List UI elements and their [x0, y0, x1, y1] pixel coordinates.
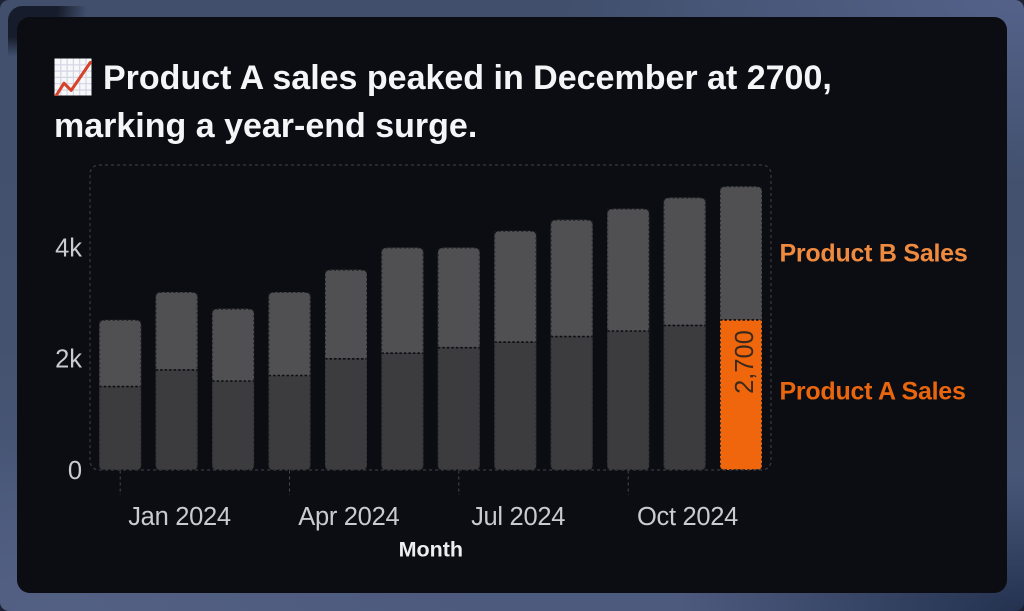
svg-text:Product A Sales: Product A Sales — [780, 377, 966, 405]
svg-text:0: 0 — [68, 457, 82, 485]
svg-text:2k: 2k — [55, 346, 82, 374]
svg-text:2,700: 2,700 — [731, 330, 759, 394]
svg-text:Product B Sales: Product B Sales — [780, 240, 968, 268]
svg-text:Jul 2024: Jul 2024 — [471, 503, 565, 531]
svg-text:Apr 2024: Apr 2024 — [298, 503, 399, 531]
svg-text:Jan 2024: Jan 2024 — [128, 503, 231, 531]
svg-text:Oct 2024: Oct 2024 — [637, 503, 738, 531]
svg-text:Month: Month — [399, 537, 463, 561]
svg-text:4k: 4k — [55, 235, 82, 263]
